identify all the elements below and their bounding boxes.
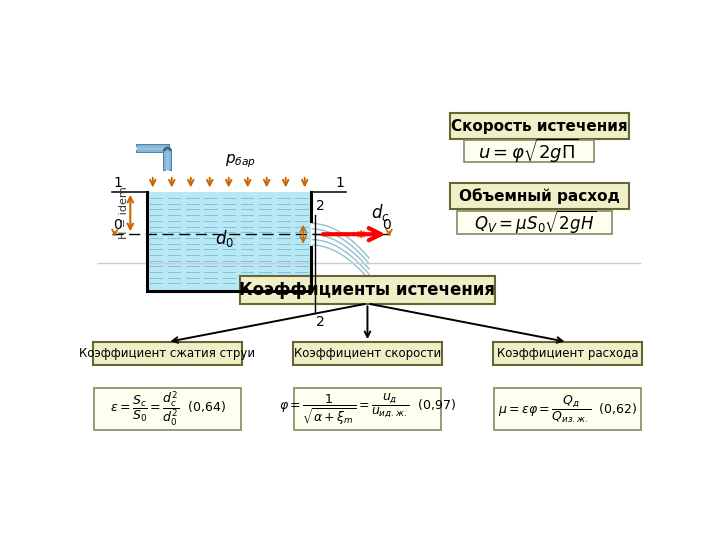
Text: $\mu = \varepsilon\varphi = \dfrac{Q_д}{Q_{из.ж.}}\ \ (0{,}62)$: $\mu = \varepsilon\varphi = \dfrac{Q_д}{… [498, 393, 637, 425]
Text: $\varphi = \dfrac{1}{\sqrt{\alpha+\xi_m}} = \dfrac{u_д}{u_{ид.ж.}}\ \ (0{,}97)$: $\varphi = \dfrac{1}{\sqrt{\alpha+\xi_m}… [279, 392, 456, 427]
Text: H = idem: H = idem [119, 187, 129, 239]
Text: Коэффициент расхода: Коэффициент расхода [497, 347, 638, 360]
FancyBboxPatch shape [294, 388, 441, 430]
Text: 0: 0 [382, 218, 391, 232]
Text: Скорость истечения: Скорость истечения [451, 119, 628, 134]
FancyBboxPatch shape [464, 140, 594, 162]
Text: 2: 2 [316, 199, 325, 213]
Text: $Q_V = \mu S_0\sqrt{2gH}$: $Q_V = \mu S_0\sqrt{2gH}$ [474, 209, 596, 236]
Bar [147, 192, 311, 289]
Text: Коэффициенты истечения: Коэффициенты истечения [240, 281, 495, 299]
Text: 1: 1 [113, 176, 122, 190]
Text: 0: 0 [113, 218, 122, 232]
Text: Коэффициент сжатия струи: Коэффициент сжатия струи [79, 347, 256, 360]
FancyBboxPatch shape [240, 276, 495, 303]
FancyBboxPatch shape [94, 388, 241, 430]
Text: 2: 2 [316, 315, 325, 329]
Text: $\varepsilon = \dfrac{S_c}{S_0} = \dfrac{d_c^2}{d_0^2}\ \ (0{,}64)$: $\varepsilon = \dfrac{S_c}{S_0} = \dfrac… [109, 390, 225, 428]
Text: $d_c$: $d_c$ [371, 201, 390, 222]
Text: $p_{бар}$: $p_{бар}$ [225, 153, 256, 170]
FancyBboxPatch shape [493, 342, 642, 365]
Text: $d_0$: $d_0$ [215, 227, 235, 248]
FancyBboxPatch shape [293, 342, 442, 365]
Text: $u = \varphi\sqrt{2g\Pi}$: $u = \varphi\sqrt{2g\Pi}$ [478, 137, 579, 165]
FancyBboxPatch shape [451, 113, 629, 139]
Text: 1: 1 [336, 176, 344, 190]
FancyBboxPatch shape [457, 211, 612, 234]
Text: Коэффициент скорости: Коэффициент скорости [294, 347, 441, 360]
Text: Объемный расход: Объемный расход [459, 188, 620, 204]
FancyBboxPatch shape [93, 342, 242, 365]
FancyBboxPatch shape [494, 388, 641, 430]
FancyBboxPatch shape [451, 183, 629, 209]
